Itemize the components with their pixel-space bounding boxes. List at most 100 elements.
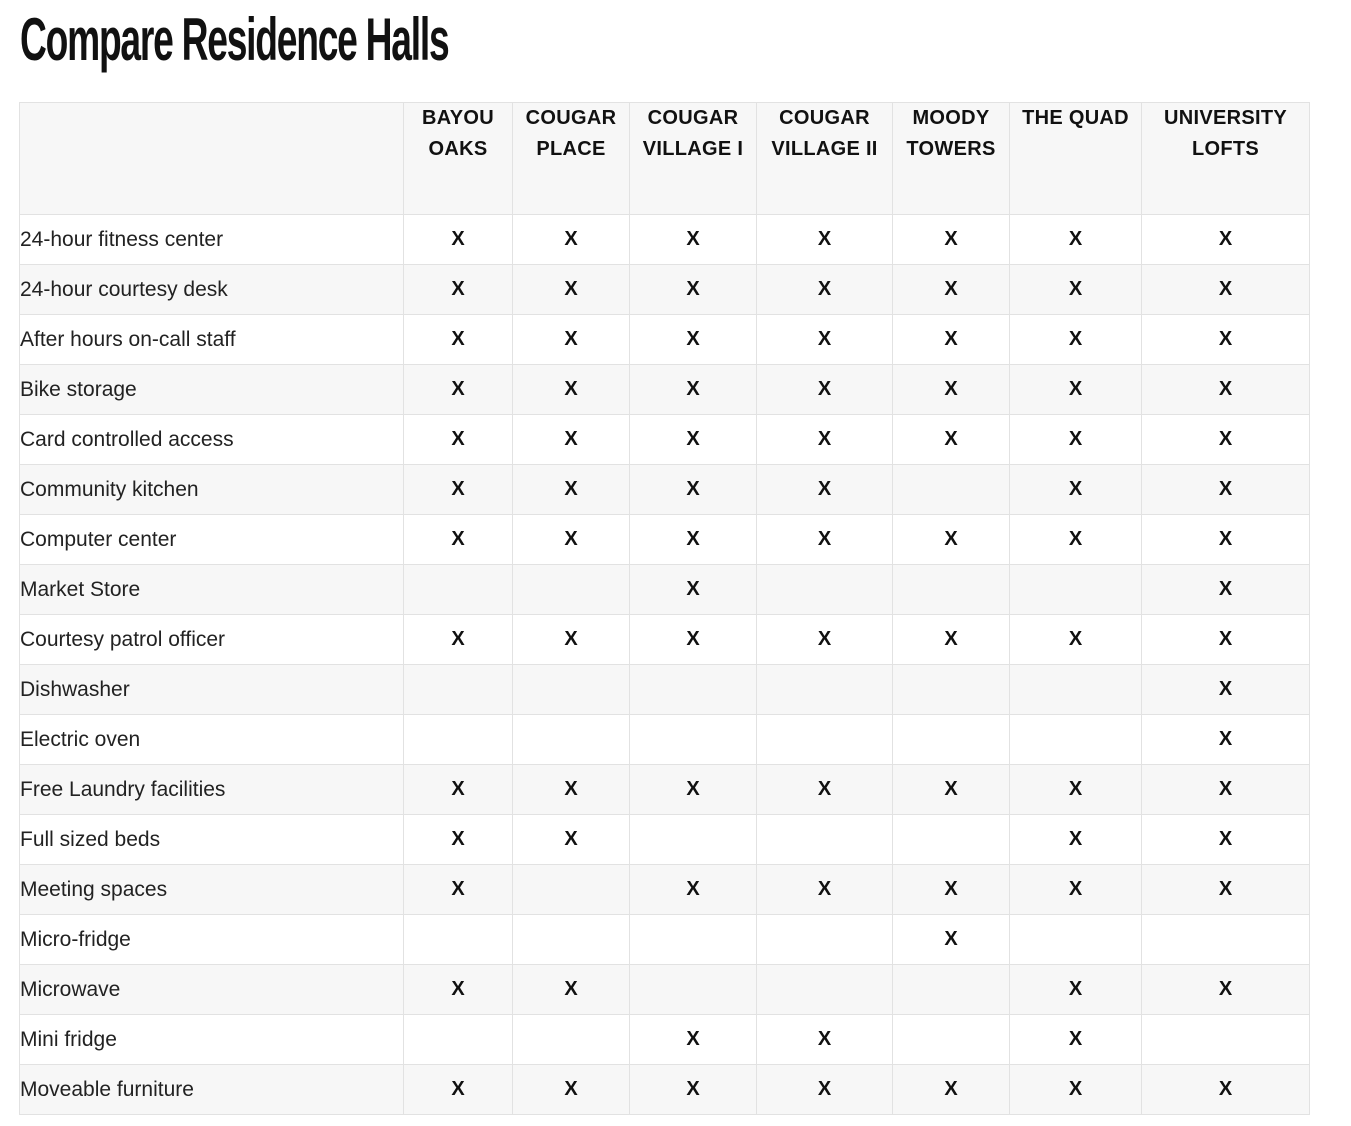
availability-cell [629,914,757,965]
availability-cell [403,1014,513,1065]
availability-cell: X [403,264,513,315]
availability-cell: X [629,264,757,315]
amenity-label: Courtesy patrol officer [19,614,404,665]
availability-cell: X [512,1064,630,1115]
amenity-label: Market Store [19,564,404,615]
availability-cell: X [892,864,1010,915]
table-row: Courtesy patrol officer X X X X X X X [19,614,1310,665]
column-header: MOODY TOWERS [892,102,1010,215]
availability-cell: X [629,1014,757,1065]
amenity-label: Card controlled access [19,414,404,465]
availability-cell: X [756,614,893,665]
amenity-label: Free Laundry facilities [19,764,404,815]
availability-cell: X [756,314,893,365]
availability-cell: X [1141,464,1310,515]
availability-cell: X [629,1064,757,1115]
table-row: Dishwasher X [19,664,1310,715]
table-row: Market Store X X [19,564,1310,615]
availability-cell: X [629,514,757,565]
column-header: COUGAR VILLAGE II [756,102,893,215]
table-row: Electric oven X [19,714,1310,765]
availability-cell: X [403,864,513,915]
availability-cell: X [403,514,513,565]
table-row: 24-hour fitness center X X X X X X X [19,214,1310,265]
availability-cell: X [512,514,630,565]
table-row: Card controlled access X X X X X X X [19,414,1310,465]
availability-cell: X [756,1064,893,1115]
availability-cell: X [403,414,513,465]
amenity-label: Full sized beds [19,814,404,865]
availability-cell [1009,714,1142,765]
availability-cell [629,964,757,1015]
availability-cell: X [403,964,513,1015]
availability-cell [892,1014,1010,1065]
availability-cell [892,964,1010,1015]
availability-cell [1009,664,1142,715]
availability-cell: X [756,214,893,265]
availability-cell: X [403,1064,513,1115]
availability-cell: X [1009,614,1142,665]
availability-cell: X [1141,364,1310,415]
availability-cell: X [512,414,630,465]
availability-cell: X [1141,264,1310,315]
table-row: Microwave X X X X [19,964,1310,1015]
availability-cell: X [629,564,757,615]
comparison-table: BAYOU OAKS COUGAR PLACE COUGAR VILLAGE I… [19,102,1310,1115]
availability-cell [1009,564,1142,615]
availability-cell [756,664,893,715]
availability-cell: X [403,814,513,865]
availability-cell: X [512,464,630,515]
availability-cell: X [1009,514,1142,565]
column-header: BAYOU OAKS [403,102,513,215]
availability-cell: X [756,764,893,815]
availability-cell [512,864,630,915]
availability-cell [756,964,893,1015]
header-row: BAYOU OAKS COUGAR PLACE COUGAR VILLAGE I… [19,102,1310,215]
availability-cell: X [1141,564,1310,615]
availability-cell: X [1009,364,1142,415]
availability-cell: X [1141,714,1310,765]
availability-cell: X [1009,464,1142,515]
availability-cell: X [629,364,757,415]
availability-cell: X [512,214,630,265]
table-row: Free Laundry facilities X X X X X X X [19,764,1310,815]
availability-cell: X [1141,414,1310,465]
availability-cell [403,914,513,965]
amenity-label: Community kitchen [19,464,404,515]
availability-cell [512,714,630,765]
availability-cell: X [756,364,893,415]
header-corner-cell [19,102,404,215]
availability-cell: X [403,764,513,815]
amenity-label: After hours on-call staff [19,314,404,365]
availability-cell: X [512,964,630,1015]
availability-cell: X [629,314,757,365]
availability-cell: X [1141,514,1310,565]
availability-cell [512,664,630,715]
table-row: 24-hour courtesy desk X X X X X X X [19,264,1310,315]
availability-cell [629,714,757,765]
availability-cell: X [892,614,1010,665]
availability-cell: X [756,264,893,315]
table-row: Meeting spaces X X X X X X [19,864,1310,915]
availability-cell: X [892,514,1010,565]
availability-cell [756,914,893,965]
availability-cell: X [629,764,757,815]
availability-cell: X [1009,814,1142,865]
availability-cell: X [512,814,630,865]
amenity-label: Electric oven [19,714,404,765]
page-title: Compare Residence Halls [20,6,450,73]
table-row: Full sized beds X X X X [19,814,1310,865]
availability-cell: X [756,514,893,565]
availability-cell [756,814,893,865]
availability-cell: X [1009,414,1142,465]
availability-cell: X [1141,814,1310,865]
table-row: Mini fridge X X X [19,1014,1310,1065]
column-header: UNIVERSITY LOFTS [1141,102,1310,215]
availability-cell [756,714,893,765]
availability-cell [892,664,1010,715]
availability-cell [403,714,513,765]
amenity-label: Micro-fridge [19,914,404,965]
availability-cell: X [1141,214,1310,265]
availability-cell: X [403,214,513,265]
amenity-label: 24-hour fitness center [19,214,404,265]
